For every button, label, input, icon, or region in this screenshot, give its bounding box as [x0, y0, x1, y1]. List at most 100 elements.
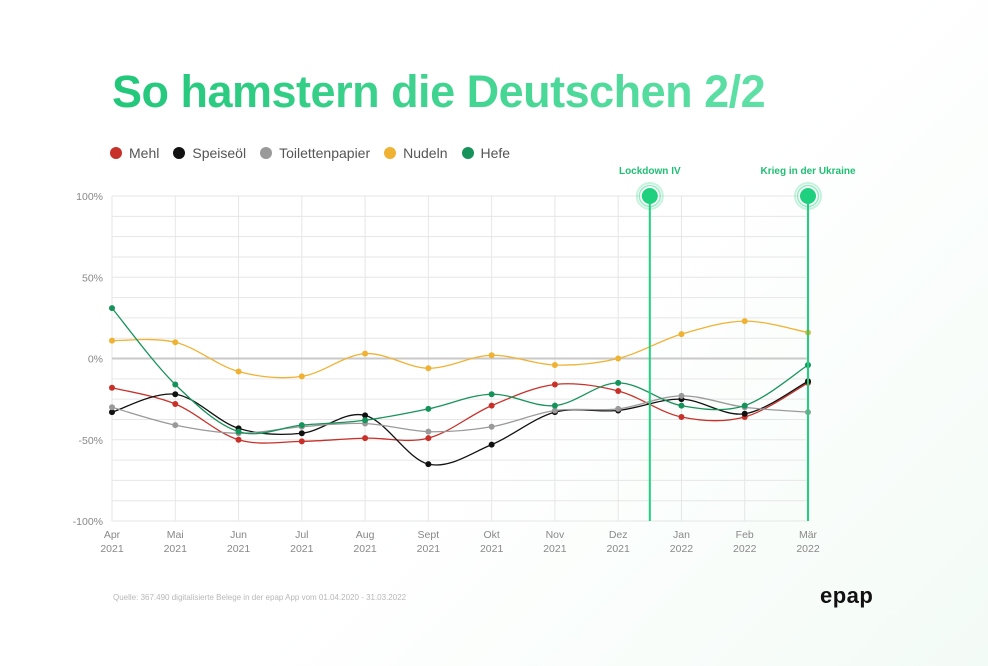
data-point [425, 461, 432, 468]
data-point [298, 373, 305, 380]
x-tick-label-month: Jun [230, 529, 247, 541]
legend-label: Speiseöl [192, 145, 247, 161]
data-point [362, 435, 369, 442]
data-point [172, 401, 179, 407]
x-tick-label-year: 2022 [796, 543, 820, 555]
x-tick-label-month: Jul [295, 529, 308, 541]
legend-swatch [173, 147, 186, 159]
data-point [109, 305, 115, 312]
x-tick-label-month: Mär [799, 529, 818, 541]
data-point [741, 402, 748, 409]
legend-item: Speiseöl [173, 145, 246, 161]
x-tick-label-year: 2021 [607, 543, 631, 555]
x-tick-label-month: Jan [673, 529, 690, 541]
data-point [488, 402, 495, 409]
x-tick-label-year: 2021 [100, 543, 124, 555]
data-point [109, 409, 115, 416]
x-tick-label-year: 2021 [290, 543, 314, 555]
data-point [488, 391, 495, 398]
data-point [678, 392, 685, 399]
data-point [551, 407, 558, 414]
x-tick-label-month: Aug [356, 529, 375, 541]
data-point [172, 339, 179, 346]
data-point [362, 350, 369, 357]
source-note: Quelle: 367.490 digitalisierte Belege in… [113, 593, 407, 602]
data-point [551, 402, 558, 409]
x-tick-label-year: 2021 [480, 543, 504, 555]
series-line [111, 380, 809, 466]
legend-swatch [461, 147, 474, 159]
x-tick-label-month: Apr [104, 529, 121, 541]
x-tick-label-month: Sept [418, 529, 440, 541]
data-point [298, 438, 305, 445]
x-tick-label-month: Dez [609, 529, 628, 541]
legend-label: Hefe [480, 145, 511, 161]
data-point [678, 331, 685, 338]
data-point [172, 422, 179, 429]
data-point [551, 362, 558, 368]
data-point [425, 428, 432, 435]
data-point [362, 412, 369, 419]
data-point [615, 355, 622, 362]
data-point [298, 422, 305, 429]
legend-item: Nudeln [384, 145, 448, 161]
x-tick-label-year: 2021 [227, 543, 251, 555]
data-point [488, 352, 495, 359]
annotation-marker [641, 188, 658, 204]
legend-item: Toilettenpapier [260, 145, 370, 161]
x-tick-label-month: Nov [546, 529, 565, 541]
data-point [172, 381, 179, 388]
x-tick-label-month: Mai [167, 529, 184, 541]
x-tick-label-month: Feb [736, 529, 754, 541]
data-point [425, 435, 432, 442]
data-point [235, 368, 242, 375]
x-tick-label-year: 2022 [733, 543, 757, 555]
data-point [488, 441, 495, 448]
data-point [109, 404, 115, 411]
annotation-marker [800, 188, 816, 204]
data-point [678, 414, 685, 420]
x-tick-label-year: 2021 [417, 543, 441, 555]
data-point [172, 391, 179, 398]
data-point [109, 337, 115, 344]
x-tick-label-year: 2022 [670, 543, 694, 555]
y-tick-label: 0% [88, 354, 103, 366]
series-line [111, 395, 809, 434]
legend-swatch [260, 147, 273, 159]
annotation-label: Lockdown IV [619, 166, 681, 177]
legend-label: Toilettenpapier [279, 145, 371, 161]
epap-logo: epap [820, 583, 874, 608]
y-tick-label: 50% [82, 272, 103, 284]
y-tick-label: 100% [76, 191, 103, 203]
page-title: So hamstern die Deutschen 2/2 [112, 66, 766, 117]
data-point [615, 388, 622, 394]
legend-item: Mehl [110, 145, 159, 161]
data-point [741, 318, 748, 325]
series-line [111, 307, 809, 435]
data-point [298, 430, 305, 437]
chart-legend: Mehl Speiseöl Toilettenpapier Nudeln Hefe [110, 145, 510, 161]
data-point [109, 384, 115, 391]
data-point [235, 436, 242, 443]
data-point [235, 428, 242, 435]
data-point [425, 365, 432, 372]
data-point [425, 405, 432, 412]
legend-swatch [110, 147, 122, 159]
data-point [741, 410, 748, 417]
annotation-halo-outer [635, 182, 664, 210]
data-point [551, 381, 558, 388]
x-tick-label-year: 2021 [164, 543, 188, 555]
annotation-label: Krieg in der Ukraine [760, 166, 855, 177]
annotation-halo-inner [638, 184, 662, 208]
legend-label: Mehl [129, 145, 160, 161]
data-point [678, 402, 685, 409]
x-tick-label-year: 2021 [543, 543, 567, 555]
data-point [488, 423, 495, 430]
annotation-halo-outer [794, 182, 822, 210]
x-tick-label-month: Okt [483, 529, 499, 541]
y-tick-label: -50% [78, 435, 103, 447]
x-tick-label-year: 2021 [353, 543, 377, 555]
legend-swatch [384, 147, 397, 159]
legend-item: Hefe [461, 145, 511, 161]
